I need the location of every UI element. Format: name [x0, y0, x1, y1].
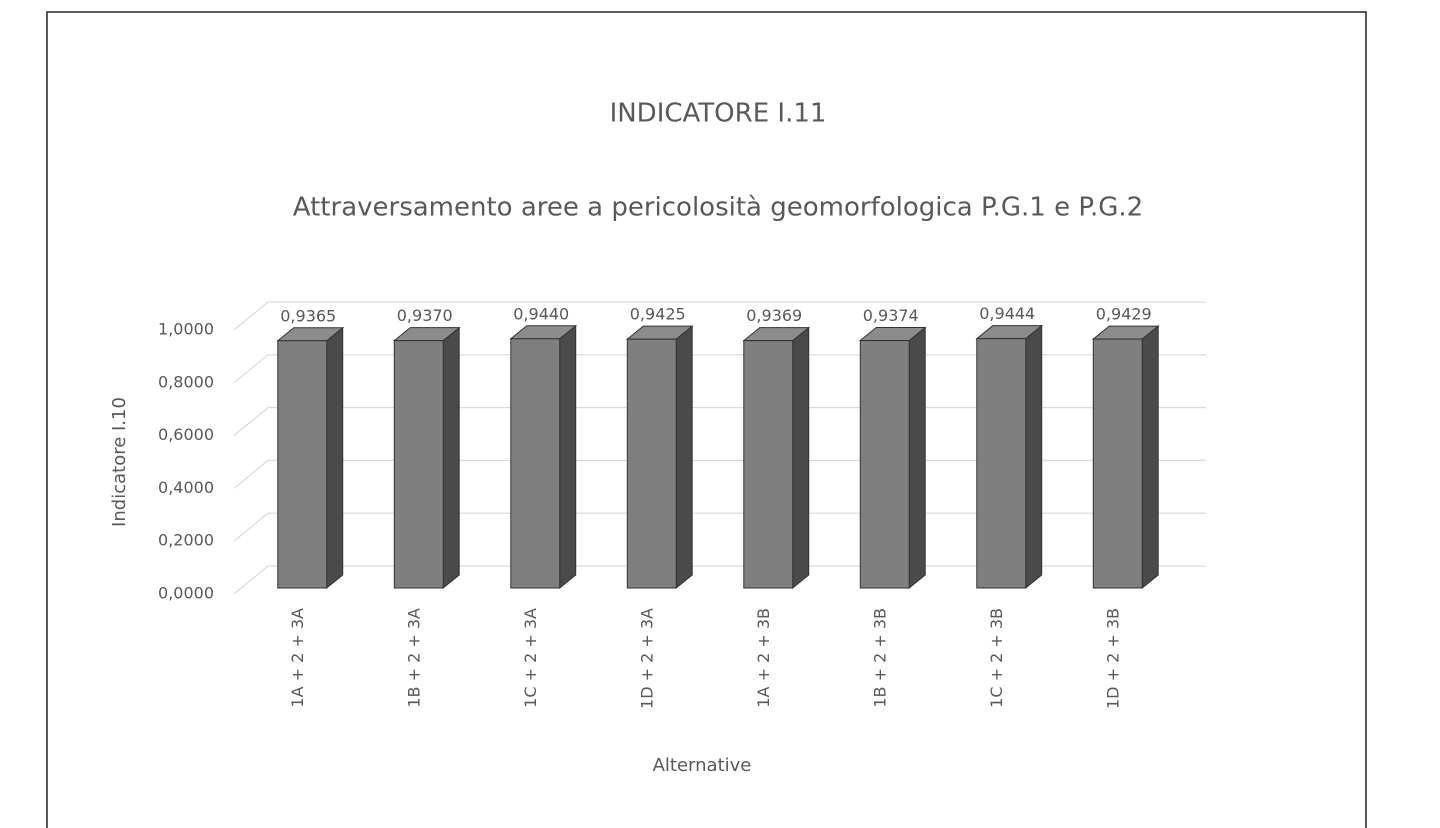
y-tick-label: 0,8000: [158, 372, 214, 391]
y-tick-label: 1,0000: [158, 320, 214, 339]
bar: [858, 326, 927, 590]
chart-subtitle: Attraversamento aree a pericolosità geom…: [293, 193, 1143, 223]
x-tick-label: 1A + 2 + 3B: [754, 608, 773, 708]
x-tick-label: 1C + 2 + 3B: [987, 608, 1006, 708]
data-label: 0,9370: [397, 306, 453, 325]
y-tick-label: 0,4000: [158, 478, 214, 497]
x-tick-label: 1D + 2 + 3B: [1103, 608, 1122, 709]
y-tick-label: 0,0000: [158, 584, 214, 603]
data-label: 0,9425: [630, 305, 686, 324]
bar: [1091, 325, 1160, 590]
bar: [625, 325, 694, 590]
bar-front: [1092, 338, 1143, 589]
x-tick-label: 1B + 2 + 3A: [404, 608, 423, 708]
grid-line: [233, 301, 1206, 331]
bar-side: [1141, 325, 1159, 590]
bar-side: [908, 326, 926, 590]
bar-front: [626, 338, 677, 589]
bar: [742, 326, 811, 590]
bar: [975, 324, 1044, 590]
bar-side: [559, 324, 577, 590]
x-tick-label: 1B + 2 + 3B: [870, 608, 889, 708]
bar-front: [859, 340, 910, 589]
bar: [276, 326, 345, 590]
bar-front: [510, 338, 561, 589]
chart-title: INDICATORE I.11: [610, 99, 827, 129]
bar-side: [1025, 324, 1043, 590]
y-tick-label: 0,6000: [158, 425, 214, 444]
bar-side: [326, 326, 344, 590]
bar-side: [792, 326, 810, 590]
data-label: 0,9440: [513, 304, 569, 323]
data-label: 0,9444: [979, 304, 1035, 323]
bar-front: [393, 340, 444, 589]
bar-front: [277, 340, 328, 589]
bar: [509, 324, 578, 590]
x-tick-label: 1C + 2 + 3A: [521, 608, 540, 708]
chart-frame: [46, 11, 1367, 828]
bar-side: [442, 326, 460, 590]
bar-front: [976, 338, 1027, 589]
y-axis-label: Indicatore I.10: [109, 397, 130, 527]
bar-side: [675, 325, 693, 590]
x-tick-label: 1A + 2 + 3A: [288, 608, 307, 708]
data-label: 0,9374: [863, 306, 919, 325]
x-tick-label: 1D + 2 + 3A: [637, 608, 656, 709]
bar-front: [743, 340, 794, 589]
y-tick-label: 0,2000: [158, 531, 214, 550]
data-label: 0,9365: [280, 306, 336, 325]
x-axis-label: Alternative: [653, 755, 752, 776]
data-label: 0,9429: [1096, 305, 1152, 324]
bar: [392, 326, 461, 590]
data-label: 0,9369: [746, 306, 802, 325]
